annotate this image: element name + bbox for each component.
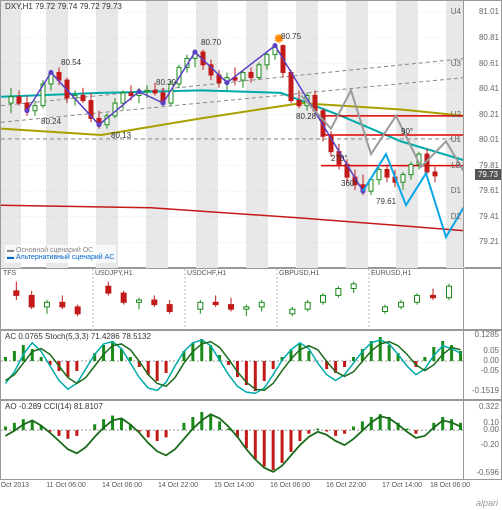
ytick-label: 81.01 xyxy=(479,7,499,16)
point-label: 80.39 xyxy=(156,78,176,87)
xtick-label: 10 Oct 2013 xyxy=(0,482,29,489)
point-label: 90° xyxy=(401,127,413,136)
ytick-label: -0.05 xyxy=(481,366,499,375)
main-chart-svg: ✹ xyxy=(1,1,465,269)
point-label: 79.61 xyxy=(376,197,396,206)
mini-chart-label: GBPUSD,H1 xyxy=(279,270,319,277)
brand-watermark: alpari xyxy=(476,498,498,508)
scenario-legend: ▬ Основной сценарий OC ▬ Альтернативный … xyxy=(5,245,116,263)
ytick-label: 80.01 xyxy=(479,135,499,144)
xtick-label: 14 Oct 22:00 xyxy=(158,482,198,489)
stoch-svg xyxy=(1,331,465,401)
side-label: LB xyxy=(451,161,461,170)
point-label: 80.70 xyxy=(201,38,221,47)
xtick-label: 16 Oct 22:00 xyxy=(326,482,366,489)
legend-os-label: Основной сценарий OC xyxy=(16,247,93,254)
mini-chart-label: EURUSD,H1 xyxy=(371,270,411,277)
ytick-label: 79.21 xyxy=(479,237,499,246)
legend-os-marker: ▬ xyxy=(7,247,16,254)
point-label: 80.28 xyxy=(296,112,316,121)
main-yaxis: 79.2179.4179.6179.8180.0180.2180.4180.61… xyxy=(463,1,501,267)
ytick-label: 79.41 xyxy=(479,212,499,221)
point-label: 80.54 xyxy=(61,58,81,67)
point-label: 270° xyxy=(331,154,348,163)
side-label: D2 xyxy=(451,212,461,221)
mini-chart-label: USDJPY,H1 xyxy=(95,270,133,277)
ytick-label: -0.20 xyxy=(481,440,499,449)
ytick-label: 80.81 xyxy=(479,33,499,42)
mini-chart-label: USDCHF,H1 xyxy=(187,270,226,277)
ytick-label: 80.21 xyxy=(479,110,499,119)
ytick-label: 79.61 xyxy=(479,186,499,195)
legend-ac-marker: ▬ xyxy=(7,254,16,261)
ytick-label: 80.41 xyxy=(479,84,499,93)
mini-charts-svg xyxy=(1,269,465,331)
ytick-label: -0.596 xyxy=(476,468,499,477)
main-chart-panel: DXY,H1 79.72 79.74 79.72 79.73 ✹ 79.21 79… xyxy=(0,0,502,268)
ytick-label: -0.1519 xyxy=(472,386,499,395)
side-label: D1 xyxy=(451,186,461,195)
xtick-label: 14 Oct 06:00 xyxy=(102,482,142,489)
ytick-label: 0.05 xyxy=(483,346,499,355)
cci-yaxis: 0.3220.100.00-0.20-0.596 xyxy=(463,401,501,479)
ytick-label: 0.322 xyxy=(479,402,499,411)
mini-yaxis xyxy=(463,269,501,329)
xtick-label: 11 Oct 06:00 xyxy=(46,482,86,489)
stoch-title: AC 0.0765 Stoch(5,3,3) 71.4286 78.5132 xyxy=(5,332,151,341)
cci-title: AO -0.289 CCI(14) 81.8107 xyxy=(5,402,103,411)
xtick-label: 15 Oct 14:00 xyxy=(214,482,254,489)
side-label: U4 xyxy=(451,7,461,16)
x-axis: alpari 10 Oct 2013 11 Oct 06:00 14 Oct 06:… xyxy=(0,480,502,510)
point-label: 360° xyxy=(341,179,358,188)
cci-panel: AO -0.289 CCI(14) 81.8107 0.3220.100.00-… xyxy=(0,400,502,480)
point-label: 80.75 xyxy=(281,32,301,41)
ytick-label: 80.61 xyxy=(479,59,499,68)
point-label: 80.24 xyxy=(41,117,61,126)
xtick-label: 16 Oct 06:00 xyxy=(270,482,310,489)
main-title: DXY,H1 79.72 79.74 79.72 79.73 xyxy=(5,2,122,11)
point-label: 80.13 xyxy=(111,131,131,140)
ytick-label: 0.1285 xyxy=(475,330,499,339)
stoch-panel: AC 0.0765 Stoch(5,3,3) 71.4286 78.5132 0… xyxy=(0,330,502,400)
side-label: U3 xyxy=(451,59,461,68)
ytick-label: 0.00 xyxy=(483,425,499,434)
last-price-tag: 79.73 xyxy=(475,169,501,180)
legend-ac-label: Альтернативный сценарий AC xyxy=(16,254,114,261)
side-label: U2 xyxy=(451,110,461,119)
mini-chart-label: TFS xyxy=(3,270,16,277)
mini-charts-panel: TFS USDJPY,H1 USDCHF,H1 GBPUSD,H1 EURUSD,H1 xyxy=(0,268,502,330)
xtick-label: 18 Oct 06:00 xyxy=(430,482,470,489)
xtick-label: 17 Oct 14:00 xyxy=(382,482,422,489)
cci-svg xyxy=(1,401,465,481)
stoch-yaxis: 0.1285 0.050.00-0.05 -0.1519 xyxy=(463,331,501,399)
side-label: U1 xyxy=(451,135,461,144)
ytick-label: 0.00 xyxy=(483,356,499,365)
